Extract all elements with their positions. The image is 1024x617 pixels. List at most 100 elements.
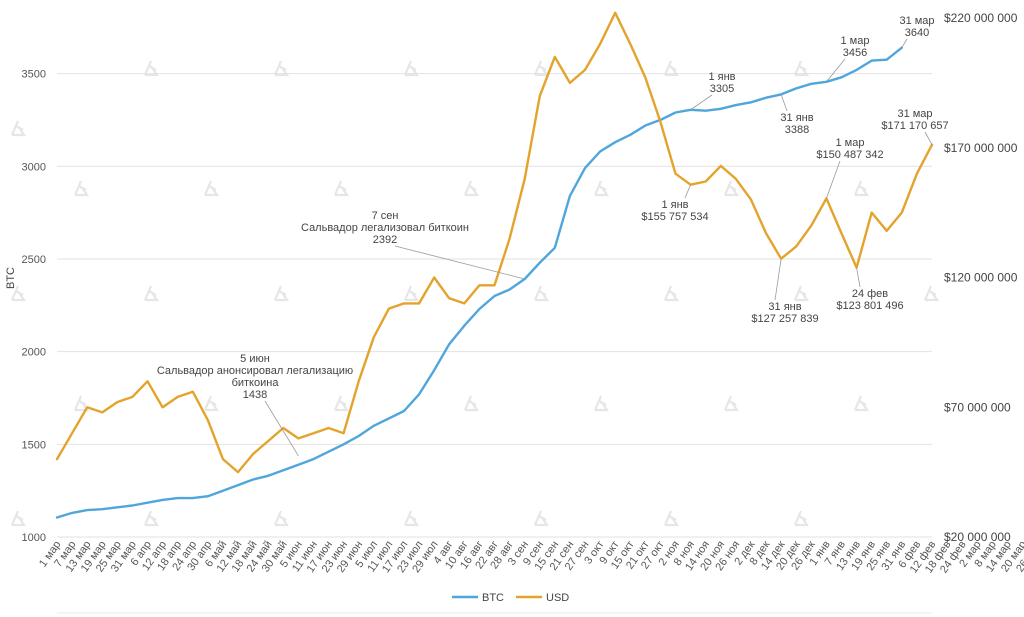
annotation-line: 3456 bbox=[843, 47, 867, 59]
y-tick-right: $20 000 000 bbox=[944, 530, 1011, 544]
annotation-connector bbox=[856, 267, 861, 288]
annotation-line: $155 757 534 bbox=[641, 211, 708, 223]
watermark-logo-icon bbox=[663, 60, 680, 77]
watermark-layer bbox=[10, 60, 940, 527]
annotation-label: 31 мар $171 170 657 bbox=[881, 108, 948, 132]
annotation-line: 31 янв bbox=[780, 112, 813, 124]
watermark-logo-icon bbox=[463, 395, 480, 412]
watermark-logo-icon bbox=[143, 510, 160, 527]
annotation-line: Сальвадор легализовал биткоин bbox=[301, 222, 469, 234]
watermark-logo-icon bbox=[663, 510, 680, 527]
annotation-connector bbox=[901, 38, 908, 48]
annotation-connector bbox=[780, 94, 788, 112]
watermark-logo-icon bbox=[273, 510, 290, 527]
y-axis-title: BTC bbox=[5, 267, 17, 289]
watermark-logo-icon bbox=[203, 180, 220, 197]
annotation-label: 7 сен Сальвадор легализовал биткоин 2392 bbox=[301, 210, 469, 246]
watermark-logo-icon bbox=[10, 120, 27, 137]
annotation-line: 24 фев bbox=[852, 288, 888, 300]
annotation-label: 5 июн Сальвадор анонсировал легализацию би… bbox=[157, 353, 353, 401]
y-tick-right: $70 000 000 bbox=[944, 400, 1011, 414]
annotation-connector bbox=[394, 245, 525, 280]
series-line-btc bbox=[55, 46, 903, 519]
annotation-line: $171 170 657 bbox=[881, 120, 948, 132]
watermark-logo-icon bbox=[723, 180, 740, 197]
watermark-logo-icon bbox=[333, 395, 350, 412]
annotation-line: 5 июн bbox=[240, 353, 270, 365]
watermark-logo-icon bbox=[203, 395, 220, 412]
annotation-line: $150 487 342 bbox=[816, 149, 883, 161]
watermark-logo-icon bbox=[533, 285, 550, 302]
annotation-line: 3388 bbox=[785, 124, 809, 136]
annotation-label: 1 мар $150 487 342 bbox=[816, 137, 883, 161]
annotation-line: 31 мар bbox=[897, 108, 932, 120]
annotation-line: 1 мар bbox=[841, 35, 870, 47]
watermark-logo-icon bbox=[143, 60, 160, 77]
annotation-line: 7 сен bbox=[372, 210, 399, 222]
y-tick-right: $120 000 000 bbox=[944, 271, 1018, 285]
y-axis-left: 1000 1500 2000 2500 3000 3500 bbox=[22, 69, 46, 544]
annotation-connector bbox=[826, 160, 841, 199]
watermark-logo-icon bbox=[73, 180, 90, 197]
y-tick-left: 1500 bbox=[22, 439, 46, 451]
annotation-label: 31 мар 3640 bbox=[899, 15, 934, 39]
series-layer bbox=[55, 11, 934, 519]
watermark-logo-icon bbox=[663, 285, 680, 302]
watermark-logo-icon bbox=[10, 285, 27, 302]
annotation-line: 2392 bbox=[373, 234, 397, 246]
watermark-logo-icon bbox=[793, 285, 810, 302]
annotation-connector bbox=[924, 131, 933, 145]
watermark-logo-icon bbox=[143, 285, 160, 302]
y-tick-left: 3000 bbox=[22, 161, 46, 173]
annotation-line: Сальвадор анонсировал легализацию bbox=[157, 365, 353, 377]
annotation-line: 1438 bbox=[243, 389, 267, 401]
watermark-logo-icon bbox=[793, 60, 810, 77]
annotation-label: 24 фев $123 801 496 bbox=[836, 288, 903, 312]
annotation-connector bbox=[264, 400, 299, 457]
watermark-logo-icon bbox=[923, 285, 940, 302]
annotation-line: 1 янв bbox=[661, 199, 688, 211]
annotation-label: 1 янв $155 757 534 bbox=[641, 199, 708, 223]
annotation-connector bbox=[826, 58, 846, 83]
annotation-line: 31 янв bbox=[768, 301, 801, 313]
annotation-label: 1 янв 3305 bbox=[708, 71, 735, 95]
annotation-line: $127 257 839 bbox=[751, 313, 818, 325]
watermark-logo-icon bbox=[533, 60, 550, 77]
annotation-line: 3640 bbox=[905, 27, 929, 39]
watermark-logo-icon bbox=[853, 180, 870, 197]
watermark-logo-icon bbox=[793, 510, 810, 527]
annotation-line: 1 мар bbox=[836, 137, 865, 149]
annotation-line: 31 мар bbox=[899, 15, 934, 27]
annotation-label: 1 мар 3456 bbox=[841, 35, 870, 59]
annotations-layer: 5 июн Сальвадор анонсировал легализацию би… bbox=[157, 15, 949, 457]
gridlines bbox=[57, 73, 932, 614]
watermark-logo-icon bbox=[273, 60, 290, 77]
watermark-logo-icon bbox=[333, 180, 350, 197]
legend-label-btc: BTC bbox=[482, 592, 504, 604]
annotation-label: 31 янв $127 257 839 bbox=[751, 301, 818, 325]
watermark-logo-icon bbox=[403, 60, 420, 77]
y-tick-left: 3500 bbox=[22, 69, 46, 81]
annotation-connector bbox=[684, 184, 691, 199]
watermark-logo-icon bbox=[533, 510, 550, 527]
annotation-connector bbox=[774, 258, 782, 301]
y-axis-right: $20 000 000 $70 000 000 $120 000 000 $170 0… bbox=[944, 11, 1018, 544]
watermark-logo-icon bbox=[73, 395, 90, 412]
watermark-logo-icon bbox=[273, 285, 290, 302]
y-tick-right: $220 000 000 bbox=[944, 11, 1018, 25]
watermark-logo-icon bbox=[463, 180, 480, 197]
annotation-line: 1 янв bbox=[708, 71, 735, 83]
legend-label-usd: USD bbox=[546, 592, 569, 604]
y-tick-left: 1000 bbox=[22, 532, 46, 544]
watermark-logo-icon bbox=[723, 395, 740, 412]
y-tick-left: 2500 bbox=[22, 254, 46, 266]
annotation-line: $123 801 496 bbox=[836, 300, 903, 312]
annotation-connector bbox=[690, 94, 713, 111]
y-tick-right: $170 000 000 bbox=[944, 141, 1018, 155]
annotation-line: биткоина bbox=[232, 377, 280, 389]
series-line-usd bbox=[55, 11, 934, 474]
annotation-label: 31 янв 3388 bbox=[780, 112, 813, 136]
legend: BTC USD bbox=[452, 592, 569, 604]
